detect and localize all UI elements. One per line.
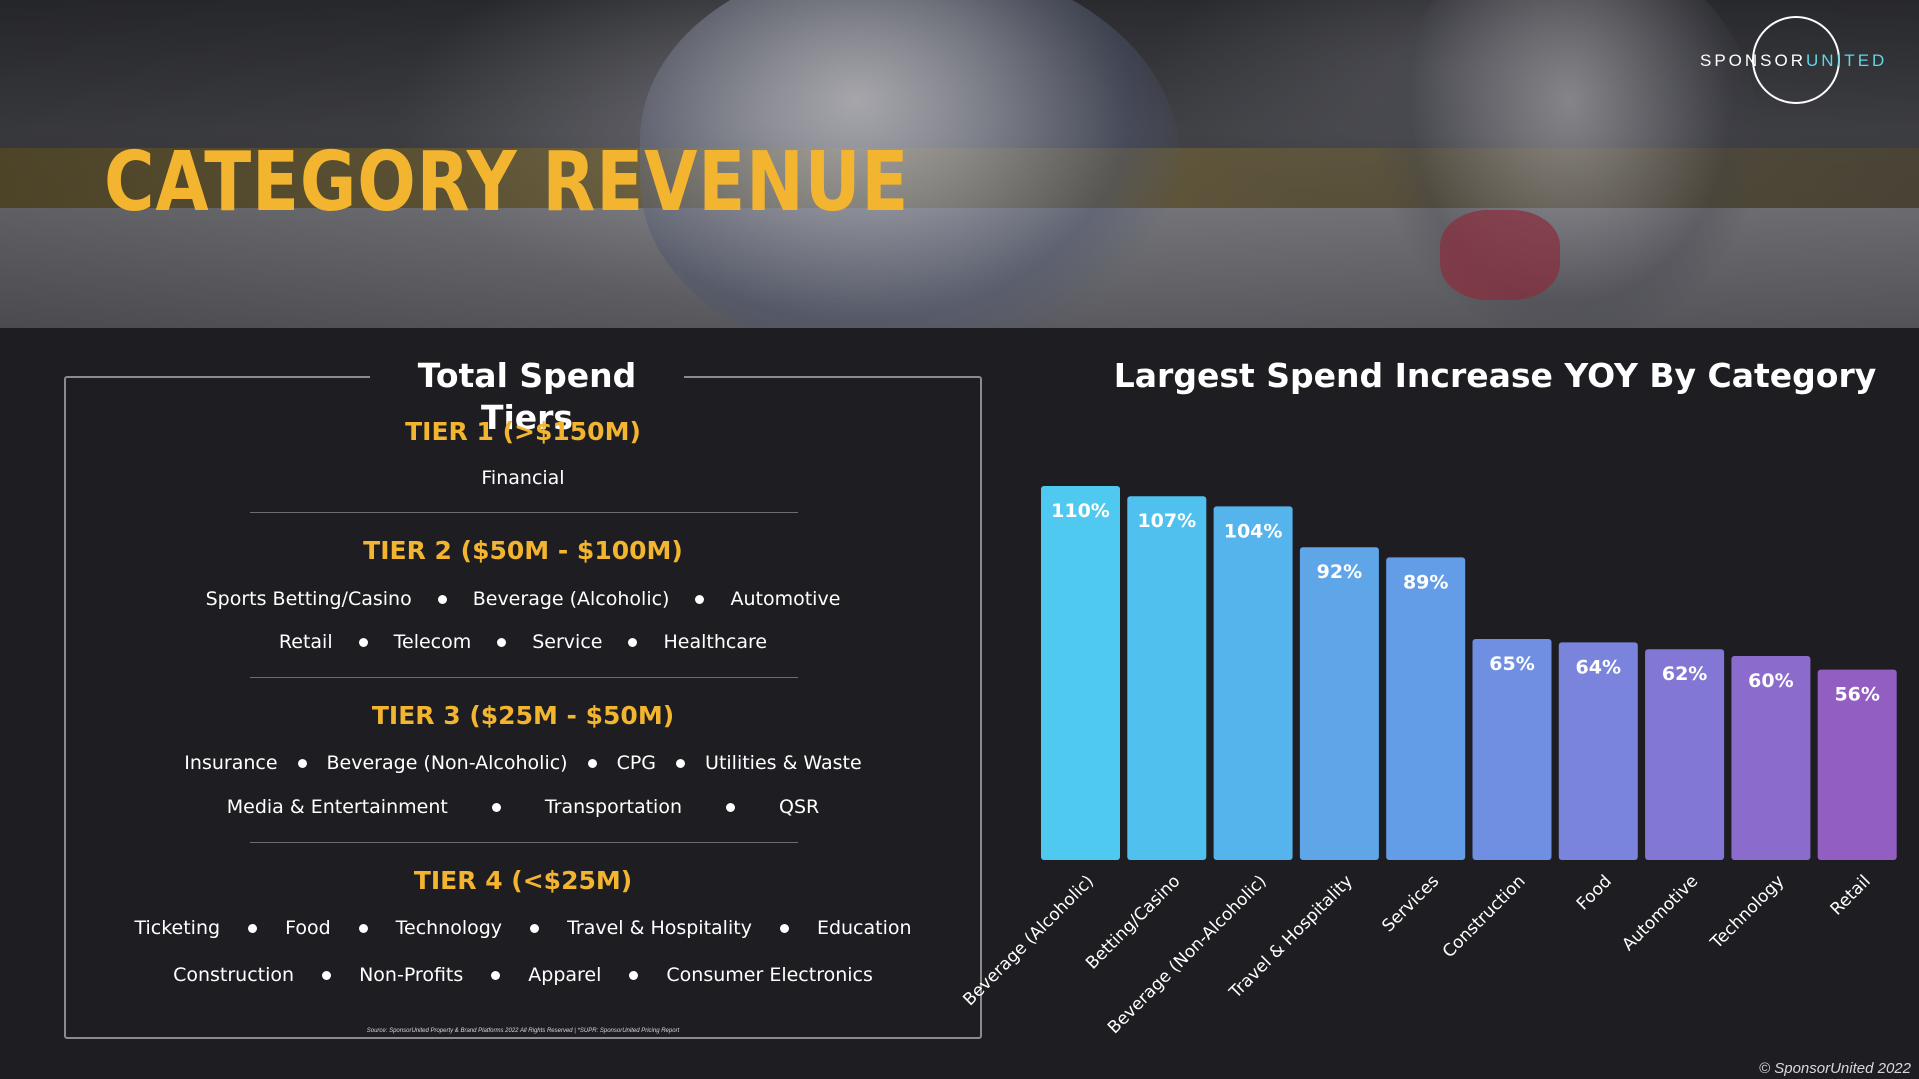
bar (1127, 496, 1207, 860)
hero-goalie-figure (640, 0, 1180, 328)
tier4-row-2: Construction Non-Profits Apparel Consumer E… (64, 962, 982, 988)
tier-category: Food (285, 917, 331, 939)
bullet-dot-icon (248, 923, 258, 933)
tier-divider (250, 677, 798, 678)
bar-value-label: 60% (1748, 670, 1793, 692)
category-axis-label: Construction (1439, 871, 1530, 962)
bar-value-label: 62% (1662, 663, 1707, 685)
bar (1299, 547, 1379, 860)
chart-title: Largest Spend Increase YOY By Category (1113, 356, 1877, 395)
logo-word-united: UNITED (1806, 51, 1888, 70)
tier-category: Construction (173, 964, 295, 986)
bullet-dot-icon (358, 637, 368, 647)
bar (1041, 486, 1120, 860)
hero-shade (0, 0, 1919, 328)
bullet-dot-icon (530, 923, 540, 933)
tier-category: Beverage (Non-Alcoholic) (326, 752, 568, 774)
bar (1731, 656, 1811, 860)
bar (1386, 557, 1466, 860)
bullet-dot-icon (676, 758, 686, 768)
bullet-dot-icon (628, 637, 638, 647)
bullet-dot-icon (695, 594, 705, 604)
bullet-dot-icon (437, 594, 447, 604)
category-axis-label: Automotive (1618, 871, 1702, 955)
copyright: © SponsorUnited 2022 (1759, 1060, 1911, 1077)
bar-value-label: 107% (1137, 510, 1196, 532)
category-axis-label: Travel & Hospitality (1225, 871, 1357, 1003)
bullet-dot-icon (297, 758, 307, 768)
tier-category: Utilities & Waste (705, 752, 862, 774)
tier-category: Telecom (393, 631, 472, 653)
bar (1645, 649, 1725, 860)
bullet-dot-icon (497, 637, 507, 647)
tier-category: Consumer Electronics (666, 964, 873, 986)
bar (1558, 642, 1638, 860)
category-axis-label: Food (1573, 871, 1616, 914)
bar-value-label: 56% (1834, 684, 1879, 706)
tier-category: Retail (278, 631, 333, 653)
bullet-dot-icon (322, 970, 332, 980)
tier-category: Transportation (544, 796, 683, 818)
category-axis-label: Services (1378, 871, 1443, 936)
bullet-dot-icon (779, 923, 789, 933)
bullet-dot-icon (726, 802, 736, 812)
tier4-heading: TIER 4 (<$25M) (413, 866, 633, 895)
bar (1817, 669, 1897, 860)
bullet-dot-icon (629, 970, 639, 980)
tier3-row-1: Insurance Beverage (Non-Alcoholic) CPG Util… (64, 750, 982, 776)
category-axis-label: Technology (1706, 871, 1788, 953)
bar-value-label: 92% (1317, 561, 1362, 583)
tier-category: QSR (779, 796, 820, 818)
tier-category: Service (532, 631, 603, 653)
bar-value-label: 65% (1489, 653, 1534, 675)
tier2-row-1: Sports Betting/Casino Beverage (Alcoholic… (64, 586, 982, 612)
category-axis-label: Betting/Casino (1082, 871, 1184, 973)
tier-category: Education (816, 917, 912, 939)
bar-value-label: 110% (1051, 500, 1110, 522)
bar (1472, 639, 1552, 860)
tier-category: Automotive (730, 588, 841, 610)
tier-category: CPG (616, 752, 657, 774)
tier1-row-1: Financial (64, 465, 982, 491)
tier-category: Technology (395, 917, 503, 939)
tier-category: Financial (481, 467, 565, 489)
bullet-dot-icon (491, 802, 501, 812)
tier3-row-2: Media & Entertainment Transportation QSR (64, 794, 982, 820)
bar-value-label: 104% (1224, 520, 1283, 542)
bar-value-label: 89% (1403, 571, 1448, 593)
bullet-dot-icon (587, 758, 597, 768)
logo-word-sponsor: SPONSOR (1700, 51, 1807, 70)
logo-wordmark: SPONSORUNITED (1700, 51, 1887, 71)
tier-divider (250, 512, 798, 513)
logo-ring-icon (1752, 16, 1840, 104)
category-axis-label: Retail (1827, 871, 1875, 919)
tiers-title: Total Spend Tiers (370, 355, 684, 439)
bullet-dot-icon (491, 970, 501, 980)
bullet-dot-icon (358, 923, 368, 933)
tier-category: Healthcare (663, 631, 768, 653)
tier-category: Media & Entertainment (226, 796, 448, 818)
source-note: Source: SponsorUnited Property & Brand P… (366, 1028, 680, 1034)
tier-category: Apparel (528, 964, 602, 986)
tier2-row-2: Retail Telecom Service Healthcare (64, 629, 982, 655)
tier-category: Beverage (Alcoholic) (472, 588, 670, 610)
tier1-heading: TIER 1 (>$150M) (405, 417, 641, 446)
tier-category: Sports Betting/Casino (205, 588, 412, 610)
category-axis-label: Beverage (Non-Alcoholic) (1104, 871, 1271, 1038)
sponsorunited-logo: SPONSORUNITED (1700, 16, 1900, 108)
tier-category: Ticketing (134, 917, 221, 939)
tier-category: Insurance (184, 752, 278, 774)
tier-category: Travel & Hospitality (567, 917, 752, 939)
hero-image (0, 0, 1919, 328)
tier4-row-1: Ticketing Food Technology Travel & Hospital… (64, 915, 982, 941)
tier2-heading: TIER 2 ($50M - $100M) (363, 536, 683, 565)
tier-divider (250, 842, 798, 843)
bar (1213, 506, 1293, 860)
bar-value-label: 64% (1576, 656, 1621, 678)
hero-red-glove (1440, 210, 1560, 300)
tier-category: Non-Profits (359, 964, 464, 986)
page-title: CATEGORY REVENUE (104, 135, 910, 230)
tier3-heading: TIER 3 ($25M - $50M) (371, 701, 675, 730)
